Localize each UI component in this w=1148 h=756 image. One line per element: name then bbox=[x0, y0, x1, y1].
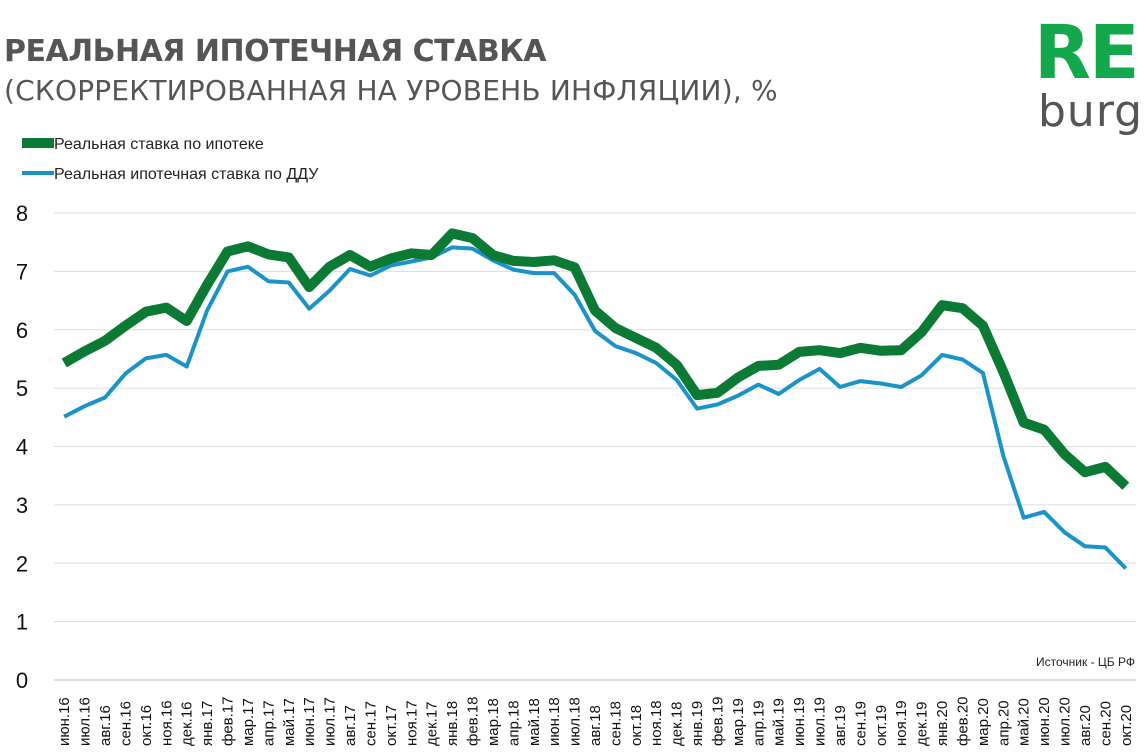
x-tick-label: авг.20 bbox=[1077, 705, 1094, 746]
y-tick-label: 2 bbox=[16, 551, 28, 576]
x-tick-label: июн.20 bbox=[1036, 697, 1053, 746]
x-tick-label: мар.19 bbox=[730, 698, 747, 746]
legend-label-1: Реальная ставка по ипотеке bbox=[54, 136, 264, 153]
chart-series bbox=[61, 228, 1130, 570]
x-tick-label: апр.17 bbox=[260, 700, 277, 746]
x-tick-label: фев.18 bbox=[465, 696, 482, 746]
y-tick-label: 0 bbox=[16, 668, 28, 693]
x-tick-label: апр.18 bbox=[505, 700, 522, 746]
x-tick-label: мар.18 bbox=[485, 698, 502, 746]
legend-label-2: Реальная ипотечная ставка по ДДУ bbox=[54, 166, 319, 183]
x-tick-label: ноя.16 bbox=[158, 700, 175, 746]
y-tick-label: 7 bbox=[16, 259, 28, 284]
x-tick-label: ноя.17 bbox=[403, 700, 420, 746]
x-tick-label: июн.17 bbox=[301, 697, 318, 746]
x-tick-label: сен.20 bbox=[1097, 701, 1114, 746]
x-tick-label: окт.19 bbox=[873, 705, 890, 746]
y-tick-label: 1 bbox=[16, 610, 28, 635]
source-note: Источник - ЦБ РФ bbox=[1036, 655, 1135, 669]
x-tick-label: ноя.19 bbox=[893, 700, 910, 746]
x-tick-label: окт.20 bbox=[1118, 705, 1135, 746]
x-tick-label: май.20 bbox=[1016, 698, 1033, 746]
x-tick-label: мар.20 bbox=[975, 698, 992, 746]
x-tick-label: авг.18 bbox=[587, 705, 604, 746]
x-tick-label: янв.18 bbox=[444, 701, 461, 746]
x-tick-label: июн.16 bbox=[56, 697, 73, 746]
x-tick-label: янв.19 bbox=[689, 701, 706, 746]
x-tick-label: июл.20 bbox=[1057, 697, 1074, 746]
x-tick-label: июл.17 bbox=[322, 697, 339, 746]
x-tick-label: дек.19 bbox=[914, 701, 931, 746]
x-tick-label: сен.19 bbox=[852, 701, 869, 746]
x-tick-label: сен.16 bbox=[117, 701, 134, 746]
series-line-1 bbox=[61, 228, 1130, 490]
x-tick-label: янв.20 bbox=[934, 701, 951, 746]
x-tick-label: дек.16 bbox=[179, 701, 196, 746]
x-tick-label: апр.20 bbox=[995, 700, 1012, 746]
x-tick-label: июл.19 bbox=[812, 697, 829, 746]
y-axis: 0 1 2 3 4 5 6 7 8 bbox=[16, 201, 28, 693]
x-tick-label: фев.19 bbox=[709, 696, 726, 746]
x-tick-label: дек.17 bbox=[424, 701, 441, 746]
x-tick-label: окт.16 bbox=[138, 705, 155, 746]
chart-title-line1: РЕАЛЬНАЯ ИПОТЕЧНАЯ СТАВКА bbox=[4, 34, 546, 69]
y-tick-label: 3 bbox=[16, 493, 28, 518]
x-tick-label: мар.17 bbox=[240, 698, 257, 746]
x-tick-label: июл.18 bbox=[567, 697, 584, 746]
x-tick-label: фев.17 bbox=[220, 696, 237, 746]
x-tick-label: апр.19 bbox=[750, 700, 767, 746]
x-tick-label: июл.16 bbox=[77, 697, 94, 746]
x-tick-label: дек.18 bbox=[669, 701, 686, 746]
logo-burg-text: burg bbox=[1038, 86, 1144, 137]
y-tick-label: 4 bbox=[16, 435, 28, 460]
x-tick-label: май.18 bbox=[526, 698, 543, 746]
chart-legend: Реальная ставка по ипотеке Реальная ипоте… bbox=[22, 136, 319, 183]
series-line-2 bbox=[63, 245, 1128, 570]
x-tick-label: сен.18 bbox=[607, 701, 624, 746]
x-tick-label: авг.16 bbox=[97, 705, 114, 746]
logo-re-text: RE bbox=[1034, 10, 1140, 96]
y-tick-label: 6 bbox=[16, 318, 28, 343]
y-tick-label: 5 bbox=[16, 376, 28, 401]
x-tick-label: фев.20 bbox=[954, 696, 971, 746]
y-tick-label: 8 bbox=[16, 201, 28, 226]
x-tick-label: сен.17 bbox=[362, 701, 379, 746]
x-tick-label: окт.18 bbox=[628, 705, 645, 746]
x-tick-label: ноя.18 bbox=[648, 700, 665, 746]
x-tick-label: авг.19 bbox=[832, 705, 849, 746]
x-tick-label: окт.17 bbox=[383, 705, 400, 746]
x-tick-label: май.19 bbox=[771, 698, 788, 746]
x-axis: июн.16 июл.16 авг.16 сен.16 окт.16 ноя.16 дек.… bbox=[54, 679, 1136, 746]
x-tick-label: янв.17 bbox=[199, 701, 216, 746]
x-tick-label: июн.18 bbox=[546, 697, 563, 746]
x-tick-label: авг.17 bbox=[342, 705, 359, 746]
x-tick-label: май.17 bbox=[281, 698, 298, 746]
chart-title-line2: (СКОРРЕКТИРОВАННАЯ НА УРОВЕНЬ ИНФЛЯЦИИ),… bbox=[4, 74, 778, 107]
x-tick-label: июн.19 bbox=[791, 697, 808, 746]
